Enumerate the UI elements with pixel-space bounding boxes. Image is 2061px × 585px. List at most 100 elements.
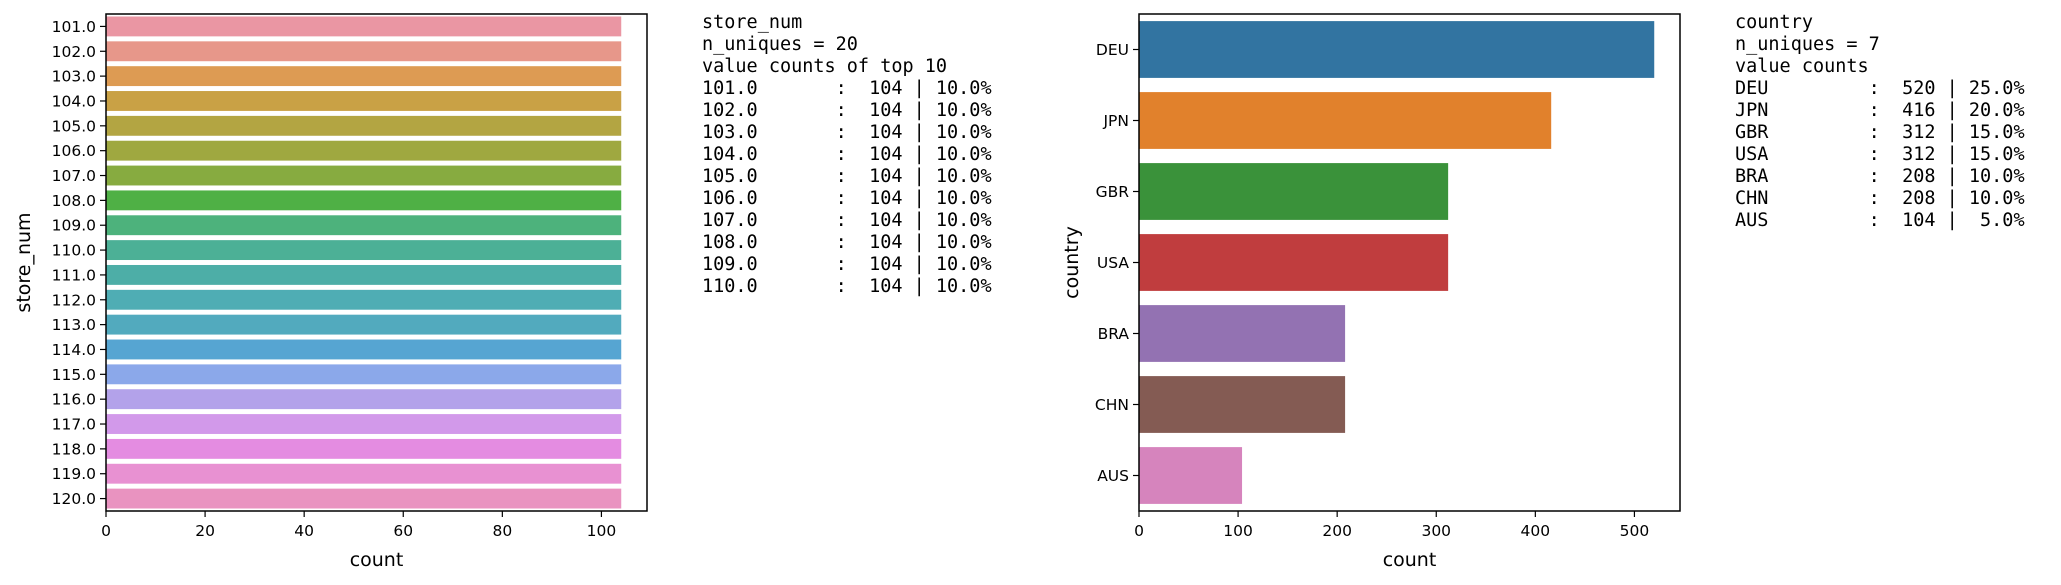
summary-line: 107.0 : 104 | 10.0% <box>702 210 992 231</box>
y-tick-label: 120.0 <box>52 490 96 508</box>
x-tick-label: 80 <box>492 522 512 540</box>
summary-line: GBR : 312 | 15.0% <box>1735 122 2025 143</box>
plot-frame <box>105 13 648 512</box>
y-tick-label: GBR <box>1096 183 1130 201</box>
y-tick-label: 112.0 <box>52 291 96 309</box>
summary-line: 102.0 : 104 | 10.0% <box>702 100 992 121</box>
y-tick-label: AUS <box>1097 467 1129 485</box>
summary-line: store_num <box>702 12 803 33</box>
y-tick-label: 107.0 <box>52 167 96 185</box>
y-tick-label: 110.0 <box>52 242 96 260</box>
y-tick-label: 119.0 <box>52 465 96 483</box>
y-tick-label: 116.0 <box>52 391 96 409</box>
country-bar <box>1139 305 1346 362</box>
y-tick-label: 101.0 <box>52 18 96 36</box>
store-num-bar <box>106 389 622 410</box>
y-axis-title: store_num <box>13 212 35 312</box>
store-num-bar <box>106 264 622 285</box>
y-tick-label: USA <box>1097 254 1129 272</box>
x-tick-label: 300 <box>1421 522 1451 540</box>
summary-line: 108.0 : 104 | 10.0% <box>702 232 992 253</box>
x-tick-label: 20 <box>195 522 215 540</box>
summary-line: USA : 312 | 15.0% <box>1735 144 2025 165</box>
y-tick-label: 108.0 <box>52 192 96 210</box>
y-tick-label: BRA <box>1098 325 1130 343</box>
summary-line: 104.0 : 104 | 10.0% <box>702 144 992 165</box>
country-bar <box>1139 447 1243 504</box>
y-tick-label: DEU <box>1096 41 1129 59</box>
x-tick-label: 400 <box>1521 522 1551 540</box>
y-tick-label: 115.0 <box>52 366 96 384</box>
store-num-count-chart: 101.0 102.0 103.0 104.0 105.0 106.0 107.0 108.0… <box>13 13 648 571</box>
summary-line: 110.0 : 104 | 10.0% <box>702 276 992 297</box>
y-tick-label: 118.0 <box>52 440 96 458</box>
summary-line: 109.0 : 104 | 10.0% <box>702 254 992 275</box>
store-num-bar <box>106 16 622 37</box>
summary-line: country <box>1735 12 1813 33</box>
summary-line: 101.0 : 104 | 10.0% <box>702 78 992 99</box>
y-tick-label: 113.0 <box>52 316 96 334</box>
y-tick-label: 106.0 <box>52 142 96 160</box>
y-axis-title: country <box>1061 226 1083 299</box>
x-tick-label: 0 <box>101 522 111 540</box>
y-tick-label: 103.0 <box>52 68 96 86</box>
summary-line: DEU : 520 | 25.0% <box>1735 78 2025 99</box>
store-num-bar <box>106 66 622 87</box>
store-num-bar <box>106 41 622 62</box>
x-tick-label: 60 <box>393 522 413 540</box>
store-num-bar <box>106 240 622 261</box>
summary-line: n_uniques = 7 <box>1735 34 1880 55</box>
store-num-bar <box>106 488 622 509</box>
summary-line: value counts of top 10 <box>702 56 948 77</box>
country-count-chart: DEU JPN GBR USA BRA CHN AUS 0 100 200 300 400 500 cou… <box>1061 13 1681 571</box>
summary-line: 103.0 : 104 | 10.0% <box>702 122 992 143</box>
summary-line: 106.0 : 104 | 10.0% <box>702 188 992 209</box>
store-num-bar <box>106 91 622 111</box>
summary-line: AUS : 104 | 5.0% <box>1735 210 2025 231</box>
y-tick-label: 111.0 <box>52 266 96 284</box>
y-tick-label: CHN <box>1095 396 1129 414</box>
summary-line: JPN : 416 | 20.0% <box>1735 100 2025 121</box>
plot-frame <box>1138 13 1681 512</box>
store-num-bar <box>106 115 622 136</box>
x-tick-label: 0 <box>1134 522 1144 540</box>
y-tick-label: JPN <box>1102 112 1129 130</box>
x-tick-label: 500 <box>1620 522 1650 540</box>
x-tick-label: 100 <box>587 522 617 540</box>
y-tick-label: 109.0 <box>52 217 96 235</box>
summary-line: CHN : 208 | 10.0% <box>1735 188 2025 209</box>
country-bar <box>1139 21 1655 78</box>
x-tick-label: 200 <box>1322 522 1352 540</box>
store-num-bar <box>106 364 622 385</box>
y-tick-label: 114.0 <box>52 341 96 359</box>
summary-line: BRA : 208 | 10.0% <box>1735 166 2025 187</box>
store-num-bar <box>106 289 622 310</box>
summary-line: value counts <box>1735 56 1869 77</box>
y-tick-label: 117.0 <box>52 416 96 434</box>
y-tick-label: 105.0 <box>52 117 96 135</box>
store-num-bar <box>106 165 622 186</box>
store-num-bar <box>106 190 622 211</box>
country-bar <box>1139 234 1449 291</box>
store-num-bar <box>106 414 622 434</box>
store-num-summary-text: store_num n_uniques = 20 value counts of t… <box>702 12 992 298</box>
store-num-bar <box>106 339 622 360</box>
x-tick-label: 40 <box>294 522 314 540</box>
store-num-bar <box>106 215 622 236</box>
y-tick-label: 104.0 <box>52 92 96 110</box>
summary-line: n_uniques = 20 <box>702 34 858 55</box>
country-bar <box>1139 92 1552 149</box>
y-tick-label: 102.0 <box>52 43 96 61</box>
x-axis-title: count <box>1383 549 1437 571</box>
summary-line: 105.0 : 104 | 10.0% <box>702 166 992 187</box>
country-bar <box>1139 163 1449 220</box>
store-num-bar <box>106 438 622 459</box>
country-bar <box>1139 376 1346 433</box>
store-num-bar <box>106 463 622 484</box>
x-axis-title: count <box>350 549 404 571</box>
store-num-bar <box>106 140 622 161</box>
country-summary-text: country n_uniques = 7 value counts DEU : 52… <box>1735 12 2025 232</box>
x-tick-label: 100 <box>1223 522 1253 540</box>
store-num-bar <box>106 314 622 335</box>
